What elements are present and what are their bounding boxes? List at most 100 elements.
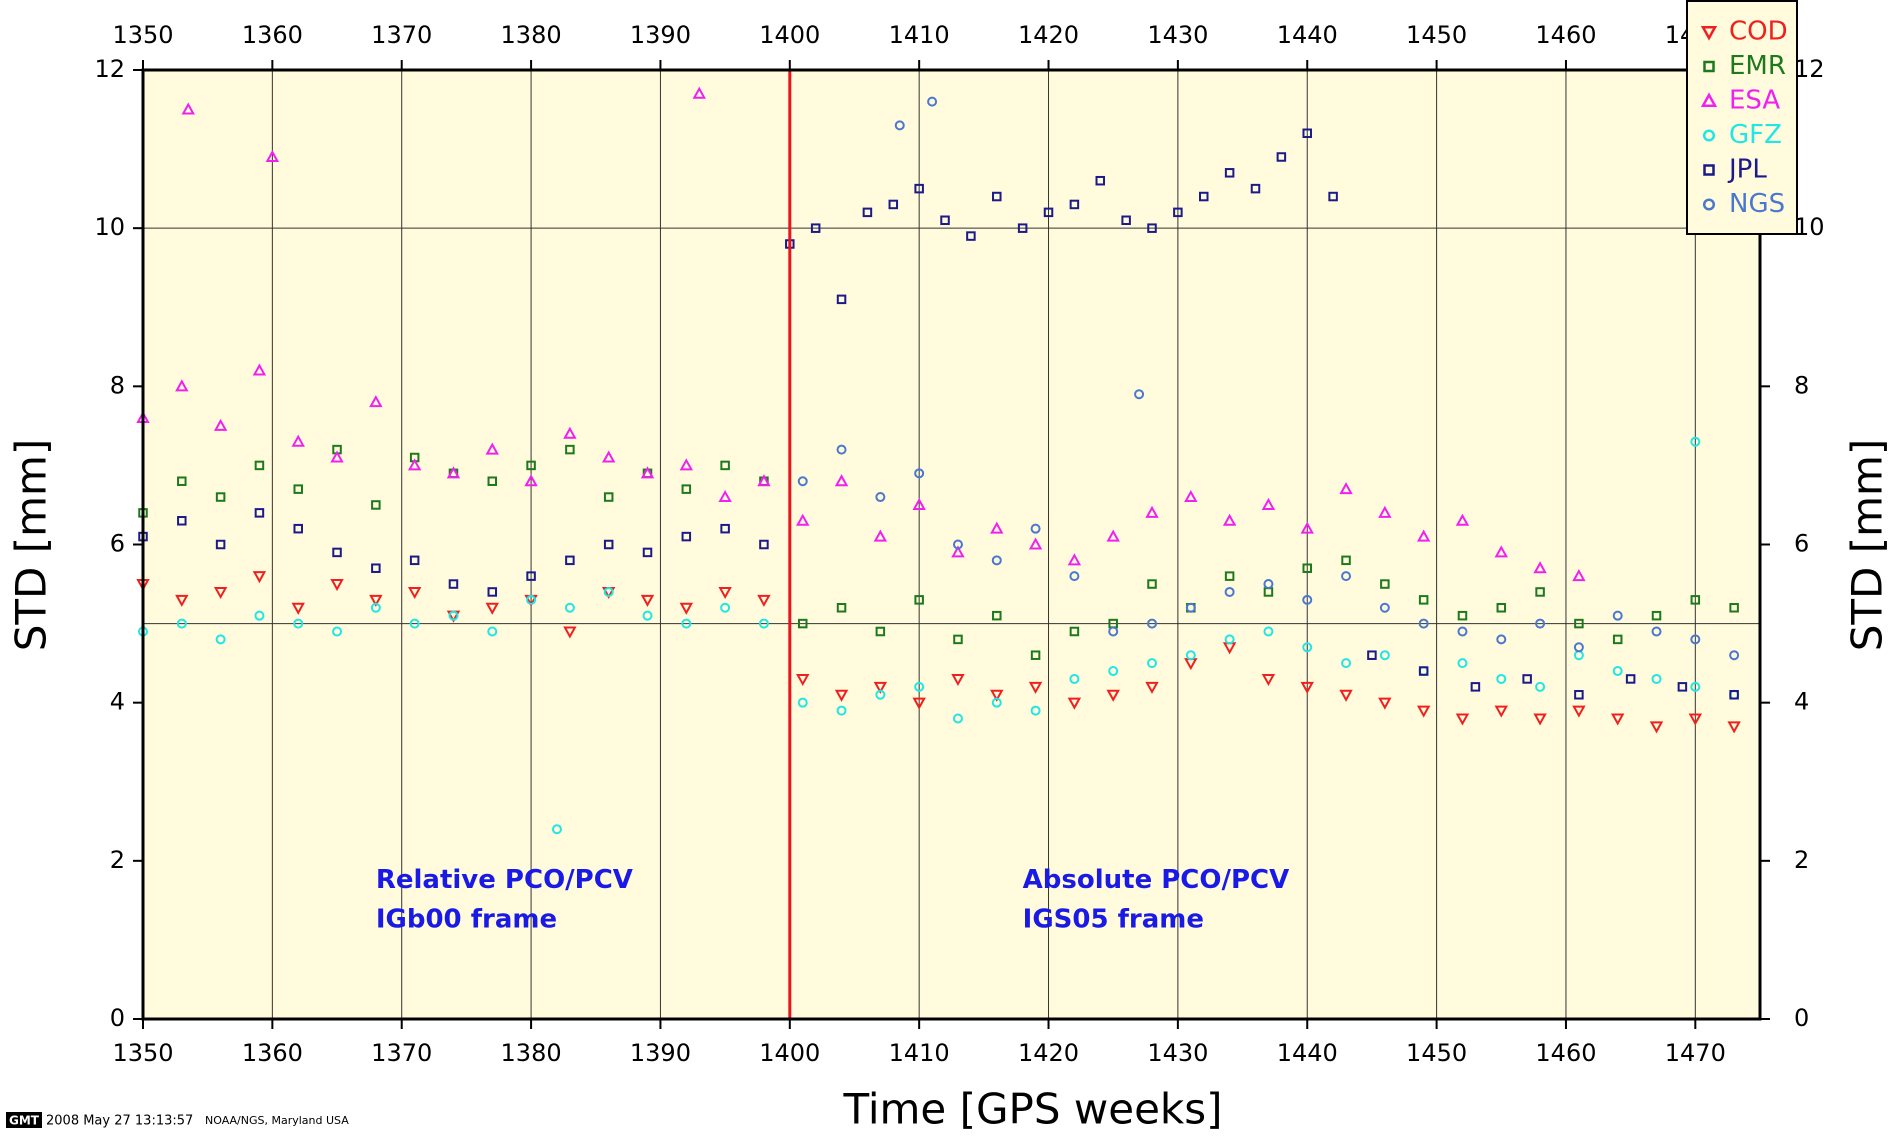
x-tick-label: 1430: [1147, 1039, 1208, 1067]
point: [370, 602, 381, 613]
point: [1199, 191, 1209, 202]
y2-tick-label: 0: [1794, 1004, 1809, 1032]
point: [291, 602, 305, 615]
point: [888, 199, 899, 210]
point: [940, 215, 950, 226]
point: [175, 594, 189, 607]
point: [1030, 523, 1041, 534]
point: [796, 673, 810, 687]
point: [1572, 705, 1586, 718]
point: [1263, 579, 1274, 590]
point: [1302, 563, 1312, 573]
x2-tick-label: 1380: [501, 21, 562, 49]
point: [176, 618, 187, 629]
point: [177, 516, 187, 526]
point: [1611, 713, 1625, 726]
point: [797, 476, 808, 487]
annotation: IGS05 frame: [1023, 905, 1204, 935]
point: [1222, 513, 1237, 526]
point: [215, 634, 226, 645]
point: [862, 207, 873, 218]
x2-tick-label: 1350: [112, 21, 173, 49]
x2-tick-label: 1430: [1147, 21, 1208, 49]
point: [1625, 674, 1636, 684]
point: [254, 460, 265, 471]
point: [1341, 555, 1351, 566]
point: [291, 434, 305, 447]
point: [1649, 721, 1664, 734]
point: [991, 555, 1002, 566]
point: [1145, 505, 1159, 518]
point: [254, 610, 265, 621]
point: [720, 523, 730, 534]
point: [1106, 689, 1120, 702]
point: [718, 489, 732, 503]
point: [1457, 626, 1468, 637]
point: [912, 697, 926, 710]
point: [181, 102, 195, 115]
legend-label: COD: [1729, 17, 1788, 47]
point: [836, 603, 847, 613]
point: [603, 539, 614, 550]
point: [1418, 666, 1429, 676]
legend-label: GFZ: [1729, 120, 1782, 150]
point: [681, 484, 692, 494]
point: [369, 395, 383, 408]
point: [720, 602, 731, 613]
legend-label: ESA: [1729, 86, 1780, 116]
point: [914, 183, 924, 194]
x-tick-label: 1400: [759, 1039, 820, 1067]
point: [213, 418, 228, 431]
legend-label: EMR: [1729, 51, 1786, 81]
point: [1147, 223, 1157, 233]
point: [1651, 673, 1662, 684]
point: [252, 571, 267, 584]
point: [1651, 610, 1662, 621]
point: [293, 618, 304, 629]
point: [1263, 626, 1274, 637]
point: [446, 466, 461, 479]
point: [914, 468, 925, 479]
point: [1261, 673, 1276, 687]
point: [1067, 697, 1082, 710]
point: [875, 689, 886, 700]
y-tick-label: 8: [110, 371, 125, 399]
point: [1250, 183, 1261, 194]
point: [1535, 681, 1546, 692]
point: [797, 697, 808, 708]
point: [1069, 626, 1080, 637]
point: [1378, 505, 1392, 518]
point: [1328, 191, 1338, 202]
y2-tick-label: 8: [1794, 371, 1809, 399]
point: [1367, 650, 1377, 660]
point: [1069, 673, 1080, 684]
point: [564, 602, 575, 613]
legend-marker: [1700, 25, 1718, 41]
point: [1470, 682, 1481, 692]
point: [252, 363, 267, 376]
x2-tick-label: 1440: [1277, 21, 1338, 49]
point: [797, 618, 808, 629]
point: [332, 547, 342, 558]
point: [952, 713, 963, 724]
x2-tick-label: 1450: [1406, 21, 1467, 49]
point: [681, 618, 692, 629]
x2-tick-label: 1390: [630, 21, 691, 49]
point: [1729, 650, 1740, 661]
point: [914, 595, 924, 605]
point: [1572, 569, 1586, 582]
point: [1017, 223, 1028, 233]
y2-tick-label: 10: [1794, 213, 1825, 241]
x-tick-label: 1440: [1277, 1039, 1338, 1067]
point: [1574, 618, 1584, 629]
point: [1690, 595, 1701, 605]
point: [1224, 634, 1235, 645]
point: [1185, 650, 1196, 661]
point: [836, 444, 847, 455]
point: [448, 610, 459, 621]
marks: [136, 86, 1741, 835]
point: [1418, 595, 1429, 605]
point: [1535, 618, 1546, 629]
point: [1028, 537, 1043, 550]
point: [1688, 713, 1703, 726]
